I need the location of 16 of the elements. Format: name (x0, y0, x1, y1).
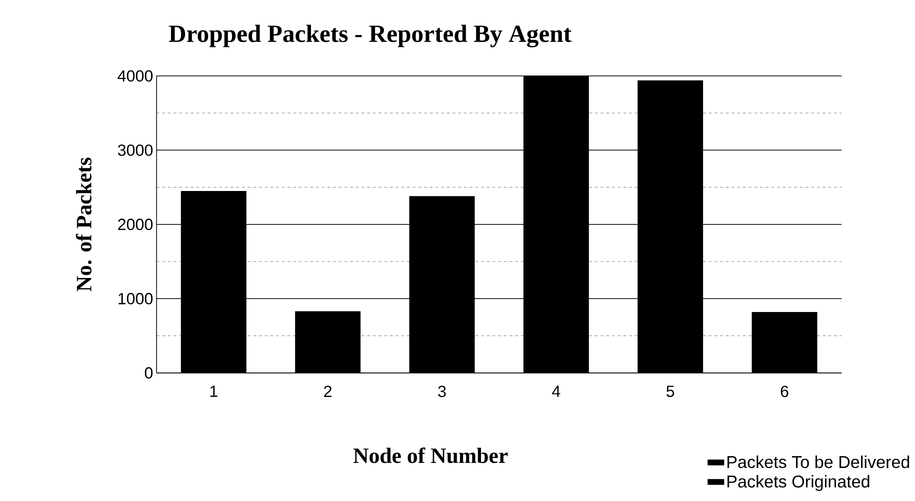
x-axis-title: Node of Number (353, 448, 508, 464)
x-tick-label: 2 (324, 386, 332, 397)
x-tick-label: 6 (780, 386, 788, 398)
x-tick-label: 1 (210, 386, 218, 397)
y-tick-label: 2000 (118, 218, 153, 230)
x-tick-label: 4 (552, 386, 560, 397)
y-tick-label: 4000 (118, 70, 153, 82)
y-tick-label: 1000 (118, 292, 153, 304)
y-tick-label: 3000 (118, 144, 153, 156)
x-tick-label: 3 (438, 386, 446, 398)
chart-title: Dropped Packets - Reported By Agent (168, 24, 572, 48)
legend-label: Packets To be Delivered (728, 456, 910, 468)
x-tick-label: 5 (666, 386, 674, 397)
legend-label: Packets Originated (728, 475, 870, 491)
y-tick-label: 0 (144, 367, 153, 379)
y-axis-title: No. of Packets (76, 158, 92, 292)
